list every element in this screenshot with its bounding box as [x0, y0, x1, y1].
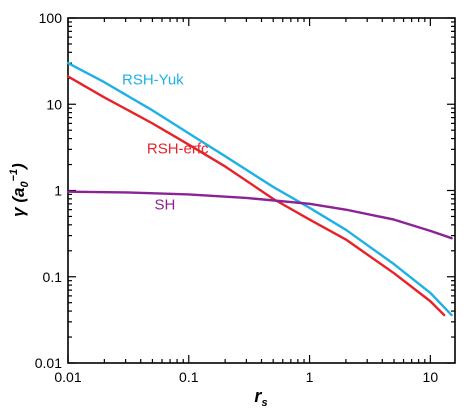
series-label-rsh-yuk: RSH-Yuk — [122, 71, 184, 88]
tick-marks — [67, 17, 455, 364]
series-line-sh — [66, 190, 453, 240]
series-label-rsh-erfc: RSH-erfc — [147, 140, 209, 157]
series-line-rsh-erfc — [66, 75, 446, 317]
x-tick-label: 0.1 — [179, 369, 199, 385]
y-tick-label: 0.01 — [35, 355, 62, 371]
y-axis-title: γ (a0−1) — [8, 163, 31, 217]
series-lines — [66, 61, 453, 317]
x-tick-label: 1 — [306, 369, 314, 385]
x-tick-label: 0.01 — [54, 369, 81, 385]
y-tick-label: 100 — [39, 10, 63, 26]
y-tick-label: 1 — [54, 183, 62, 199]
series-label-sh: SH — [154, 197, 175, 214]
x-tick-label: 10 — [423, 369, 439, 385]
y-tick-label: 0.1 — [43, 269, 63, 285]
tick-labels: 0.01 0.1 1 10 0.01 0.1 1 10 100 — [35, 10, 439, 385]
series-line-rsh-yuk — [66, 61, 453, 317]
x-axis-title: rs — [254, 386, 267, 409]
y-tick-label: 10 — [46, 96, 62, 112]
series-labels: RSH-Yuk RSH-erfc SH — [122, 71, 209, 213]
